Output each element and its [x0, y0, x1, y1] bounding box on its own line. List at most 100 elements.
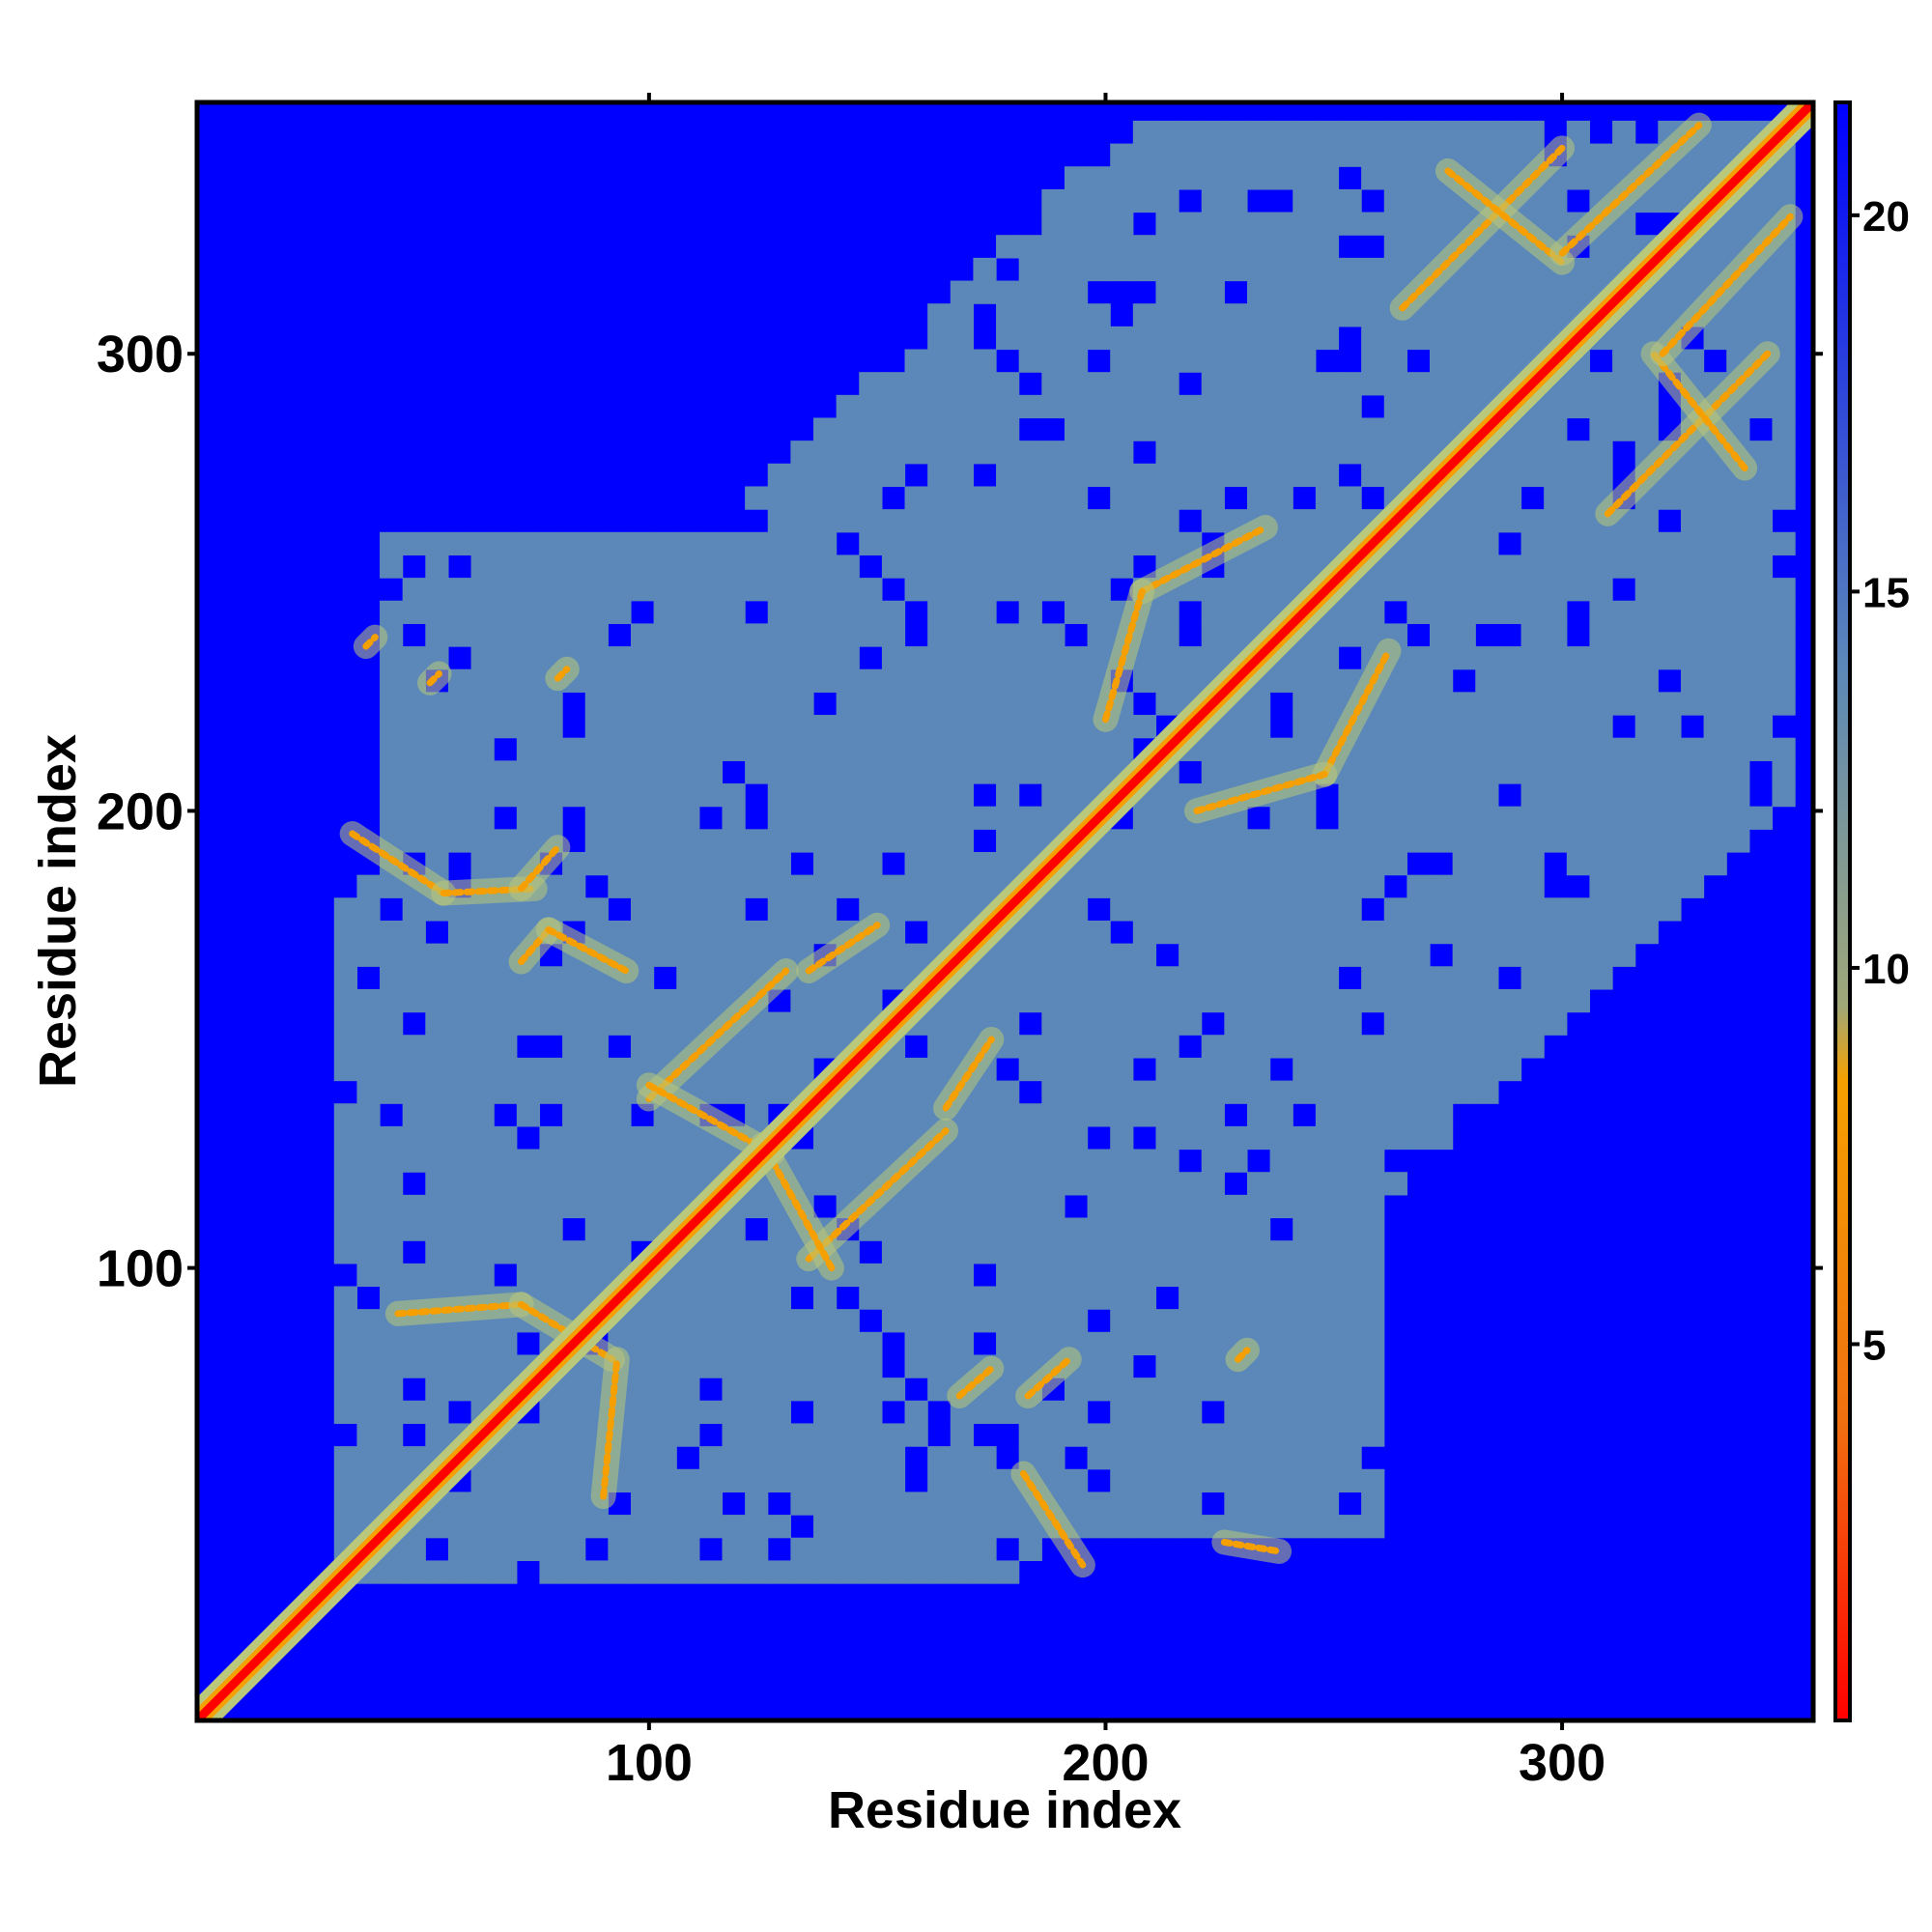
heatmap-cell: [1110, 509, 1134, 533]
heatmap-cell: [836, 440, 860, 465]
heatmap-cell: [1179, 280, 1203, 304]
heatmap-cell: [380, 1194, 404, 1219]
heatmap-cell: [1520, 1011, 1545, 1036]
heatmap-cell: [1315, 143, 1340, 167]
heatmap-cell: [1246, 372, 1271, 396]
heatmap-cell: [767, 1378, 791, 1402]
heatmap-cell: [767, 692, 791, 716]
heatmap-cell: [1246, 1378, 1271, 1402]
heatmap-cell: [1566, 737, 1591, 761]
heatmap-cell: [1155, 623, 1179, 647]
heatmap-cell: [1132, 1378, 1157, 1402]
heatmap-cell: [1544, 440, 1568, 465]
heatmap-cell: [1430, 1011, 1454, 1036]
heatmap-cell: [1110, 1149, 1134, 1173]
heatmap-cell: [996, 1125, 1020, 1151]
heatmap-cell: [1293, 829, 1317, 853]
heatmap-cell: [881, 715, 906, 739]
heatmap-cell: [904, 646, 928, 670]
heatmap-cell: [973, 737, 997, 761]
heatmap-cell: [790, 1446, 814, 1470]
heatmap-cell: [1338, 417, 1362, 441]
heatmap-cell: [722, 600, 746, 625]
heatmap-cell: [1179, 417, 1203, 441]
heatmap-cell: [1224, 1035, 1248, 1059]
heatmap-cell: [653, 988, 677, 1013]
heatmap-cell: [745, 578, 769, 602]
heatmap-cell: [790, 668, 814, 693]
heatmap-cell: [1589, 920, 1613, 945]
heatmap-cell: [356, 1423, 381, 1447]
heatmap-cell: [1589, 668, 1613, 693]
heatmap-cell: [562, 1103, 586, 1127]
heatmap-cell: [516, 646, 541, 670]
heatmap-cell: [1315, 440, 1340, 465]
heatmap-cell: [722, 1446, 746, 1470]
heatmap-cell: [380, 806, 404, 830]
heatmap-cell: [1269, 166, 1293, 190]
heatmap-cell: [608, 1125, 632, 1151]
heatmap-cell: [608, 851, 632, 876]
heatmap-cell: [653, 829, 677, 853]
heatmap-cell: [1497, 737, 1522, 761]
colorbar-frame: [1833, 100, 1852, 1722]
heatmap-cell: [1155, 531, 1179, 556]
heatmap-cell: [494, 692, 518, 716]
heatmap-cell: [1338, 280, 1362, 304]
heatmap-cell: [1269, 1309, 1293, 1333]
heatmap-cell: [813, 1537, 838, 1561]
heatmap-cell: [1110, 1194, 1134, 1219]
heatmap-cell: [813, 1423, 838, 1447]
heatmap-cell: [1110, 326, 1134, 351]
heatmap-cell: [1497, 578, 1522, 602]
contact-line: [805, 922, 881, 975]
heatmap-cell: [1544, 303, 1568, 327]
heatmap-cell: [1406, 578, 1431, 602]
heatmap-cell: [516, 1217, 541, 1241]
heatmap-cell: [1452, 874, 1476, 898]
heatmap-cell: [1703, 326, 1727, 351]
heatmap-cell: [767, 509, 791, 533]
heatmap-cell: [1452, 554, 1476, 579]
heatmap-cell: [1361, 440, 1385, 465]
heatmap-cell: [1155, 851, 1179, 876]
heatmap-cell: [698, 874, 724, 898]
heatmap-cell: [1566, 692, 1591, 716]
heatmap-cell: [767, 1446, 791, 1470]
heatmap-cell: [470, 943, 495, 967]
heatmap-cell: [1155, 1035, 1179, 1059]
heatmap-cell: [676, 1309, 700, 1333]
heatmap-cell: [1566, 166, 1591, 190]
heatmap-cell: [1132, 1240, 1157, 1264]
heatmap-cell: [1041, 646, 1065, 670]
heatmap-cell: [584, 1057, 609, 1082]
heatmap-cell: [1132, 943, 1157, 967]
heatmap-cell: [1338, 1263, 1362, 1288]
heatmap-cell: [1566, 372, 1591, 396]
heatmap-cell: [402, 783, 426, 808]
heatmap-cell: [1246, 988, 1271, 1013]
heatmap-cell: [630, 897, 655, 922]
heatmap-cell: [380, 1057, 404, 1082]
heatmap-cell: [1155, 1149, 1179, 1173]
heatmap-cell: [1018, 668, 1042, 693]
heatmap-cell: [813, 1149, 838, 1173]
heatmap-cell: [950, 349, 975, 373]
heatmap-cell: [881, 509, 906, 533]
heatmap-cell: [676, 1354, 700, 1378]
heatmap-cell: [676, 851, 700, 876]
heatmap-cell: [653, 1560, 677, 1584]
heatmap-cell: [950, 1560, 975, 1584]
heatmap-cell: [1155, 188, 1179, 213]
heatmap-cell: [1132, 1468, 1157, 1493]
heatmap-cell: [1452, 829, 1476, 853]
heatmap-cell: [927, 920, 952, 945]
heatmap-cell: [1406, 120, 1431, 145]
heatmap-cell: [1224, 1309, 1248, 1333]
heatmap-cell: [1018, 1125, 1042, 1151]
heatmap-cell: [1064, 509, 1089, 533]
heatmap-cell: [1087, 1492, 1111, 1516]
heatmap-cell: [494, 783, 518, 808]
heatmap-cell: [1361, 166, 1385, 190]
heatmap-cell: [447, 806, 472, 830]
